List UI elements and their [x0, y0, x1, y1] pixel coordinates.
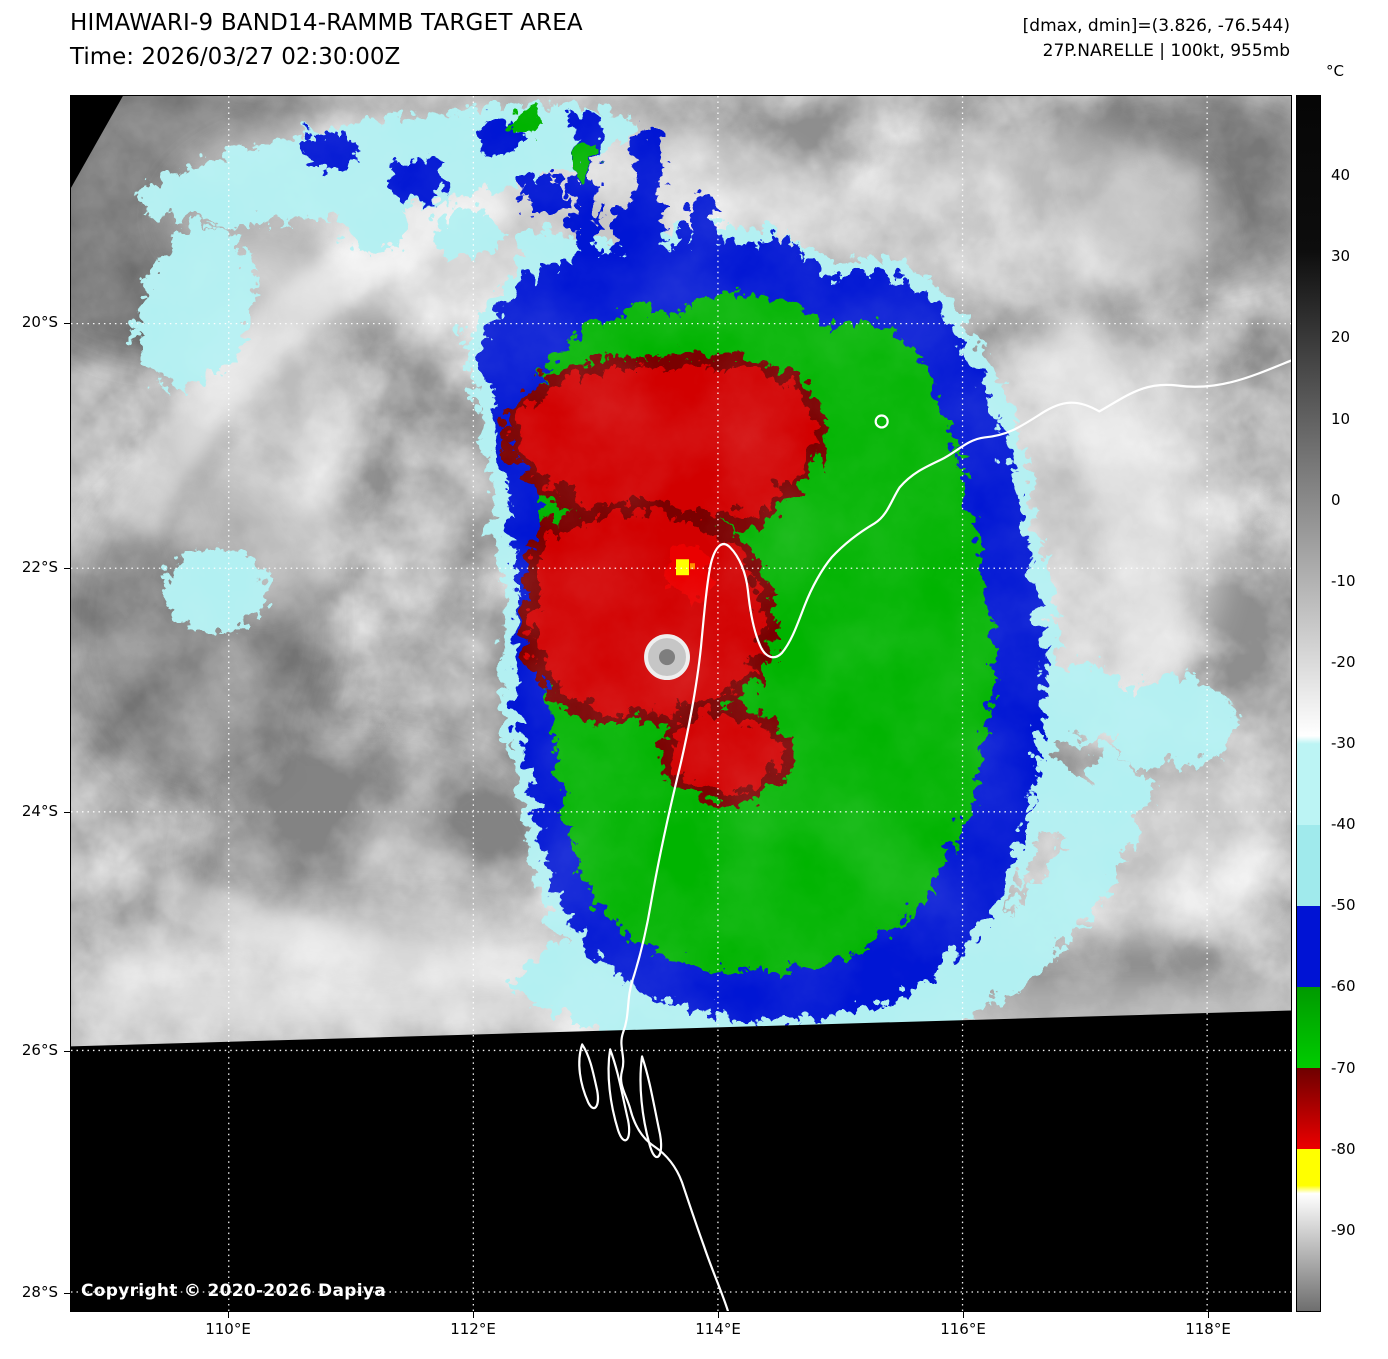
eye-center [659, 649, 676, 666]
lat-tick-label: 20°S [21, 313, 58, 331]
product-time: Time: 2026/03/27 02:30:00Z [70, 44, 401, 70]
coldest-pixel-yellow [676, 559, 689, 576]
lon-tick-label: 118°E [1185, 1320, 1231, 1338]
colorbar-tick-label: -20 [1331, 652, 1356, 671]
satellite-map-panel: Copyright © 2020-2026 Dapiya [70, 95, 1292, 1312]
colorbar-tick-label: 10 [1331, 409, 1351, 428]
storm-intensity-readout: 27P.NARELLE | 100kt, 955mb [1042, 41, 1290, 61]
lat-axis-tick [64, 1051, 70, 1052]
lon-tick-label: 110°E [205, 1320, 251, 1338]
colorbar-tick-label: -50 [1331, 896, 1356, 915]
colorbar-tick-label: -40 [1331, 815, 1356, 834]
colorbar-tick-label: 0 [1331, 490, 1341, 509]
eye-markers [644, 559, 695, 681]
copyright-watermark: Copyright © 2020-2026 Dapiya [81, 1281, 386, 1301]
satellite-image [71, 96, 1291, 1311]
lat-tick-label: 22°S [21, 558, 58, 576]
lon-tick-label: 116°E [940, 1320, 986, 1338]
lat-axis: 20°S 22°S 24°S 26°S 28°S [0, 0, 64, 1359]
no-data-region [71, 96, 1291, 1311]
lat-tick-label: 24°S [21, 802, 58, 820]
colorbar-tick-label: -70 [1331, 1058, 1356, 1077]
colorbar-tick-label: 30 [1331, 247, 1351, 266]
lon-axis-tick [963, 1312, 964, 1318]
lat-tick-label: 28°S [21, 1283, 58, 1301]
product-title: HIMAWARI-9 BAND14-RAMMB TARGET AREA [70, 10, 583, 36]
colorbar-tick-label: 40 [1331, 166, 1351, 185]
dmax-dmin-readout: [dmax, dmin]=(3.826, -76.544) [1022, 16, 1290, 36]
lon-axis-tick [718, 1312, 719, 1318]
lat-tick-label: 26°S [21, 1041, 58, 1059]
colorbar-unit-label: °C [1326, 62, 1344, 80]
lat-axis-tick [64, 812, 70, 813]
lon-tick-label: 112°E [450, 1320, 496, 1338]
gridlines [71, 96, 1291, 1311]
lat-axis-tick [64, 323, 70, 324]
colorbar-tick-label: -60 [1331, 977, 1356, 996]
colorbar-tick-label: 20 [1331, 328, 1351, 347]
colorbar [1296, 95, 1321, 1312]
lon-axis-tick [1208, 1312, 1209, 1318]
colorbar-tick-label: -10 [1331, 571, 1356, 590]
lon-tick-label: 114°E [695, 1320, 741, 1338]
orange-pixel [689, 563, 695, 570]
colorbar-tick-labels: 40 30 20 10 0 -10 -20 -30 -40 -50 -60 -70 -80 -90 [1331, 95, 1387, 1312]
colorbar-tick-label: -80 [1331, 1139, 1356, 1158]
lat-axis-tick [64, 1293, 70, 1294]
colorbar-tick-label: -90 [1331, 1220, 1356, 1239]
colorbar-tick-label: -30 [1331, 734, 1356, 753]
coastline-overlay [578, 359, 1291, 1311]
lon-axis-tick [473, 1312, 474, 1318]
lon-axis-tick [228, 1312, 229, 1318]
product-annotations: [dmax, dmin]=(3.826, -76.544) 27P.NARELL… [1023, 14, 1290, 64]
lat-axis-tick [64, 568, 70, 569]
